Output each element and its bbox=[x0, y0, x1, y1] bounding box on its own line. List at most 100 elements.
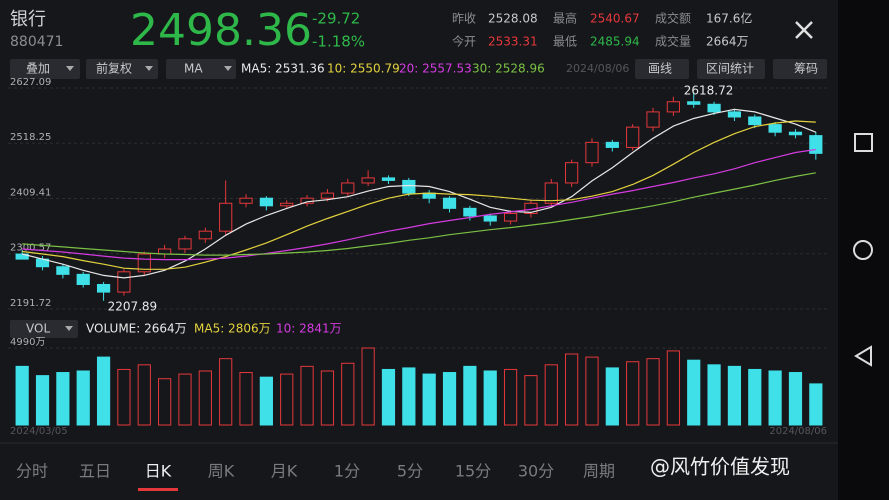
volume-bar bbox=[707, 364, 721, 426]
stat-value: 2533.31 bbox=[488, 35, 538, 49]
volume-bar bbox=[646, 358, 660, 426]
candle-body bbox=[666, 101, 680, 113]
indicator-dropdown[interactable] bbox=[166, 59, 236, 79]
overlay: 叠加 bbox=[26, 62, 50, 76]
stat-label: 成交额 bbox=[655, 11, 691, 26]
y-tick-label: 4990万 bbox=[10, 337, 45, 348]
candle-body bbox=[626, 126, 640, 148]
range-button[interactable] bbox=[697, 59, 765, 79]
candle-body bbox=[748, 116, 762, 126]
y-tick-label: 2409.41 bbox=[10, 187, 51, 198]
volume-bar bbox=[442, 372, 457, 426]
adjust-dropdown[interactable] bbox=[86, 59, 158, 79]
x-start-label: 2024/03/05 bbox=[10, 426, 68, 437]
volume-bar bbox=[463, 365, 477, 426]
ma-line bbox=[22, 108, 817, 279]
overlay-dropdown[interactable] bbox=[10, 59, 80, 79]
volume-bar bbox=[239, 372, 253, 426]
vol-indicator: VOL bbox=[26, 322, 50, 336]
ma10-legend: 10: 2550.79 bbox=[327, 62, 400, 76]
tab[interactable]: 5分 bbox=[397, 462, 423, 481]
y-tick-label: 2627.09 bbox=[10, 77, 51, 88]
stat-value: 2540.67 bbox=[590, 12, 640, 26]
tab[interactable]: 1分 bbox=[334, 462, 360, 481]
close-button[interactable] bbox=[795, 21, 813, 39]
nav-bar bbox=[838, 0, 889, 500]
volume-bar bbox=[56, 372, 70, 426]
volume-bar bbox=[76, 370, 90, 426]
date: 2024/08/06 bbox=[566, 62, 629, 75]
volume-bar bbox=[300, 365, 314, 426]
candle-body bbox=[320, 192, 335, 199]
y-tick-label: 2518.25 bbox=[10, 132, 51, 143]
candle-body bbox=[96, 283, 111, 293]
candle-body bbox=[219, 202, 233, 232]
candle-body bbox=[300, 197, 314, 204]
volume-bar bbox=[341, 362, 355, 426]
volume-bar bbox=[280, 373, 294, 426]
range: 区间统计 bbox=[706, 62, 754, 76]
volume-bar bbox=[524, 375, 538, 426]
candle-body bbox=[768, 124, 782, 133]
price: 2498.36 bbox=[130, 5, 312, 56]
volume-bar bbox=[259, 376, 273, 426]
y-tick-label: 2191.72 bbox=[10, 298, 51, 309]
high-annotation: 2618.72 bbox=[684, 84, 734, 98]
stat-label: 最低 bbox=[553, 35, 577, 49]
draw-button[interactable] bbox=[635, 59, 689, 79]
candle-body bbox=[788, 131, 803, 136]
candle-body bbox=[15, 253, 29, 260]
stat-label: 最高 bbox=[553, 11, 577, 26]
volume-bar bbox=[137, 364, 151, 426]
recent-apps[interactable] bbox=[854, 133, 873, 152]
tab[interactable]: 分时 bbox=[16, 462, 48, 481]
tab[interactable]: 30分 bbox=[518, 462, 554, 481]
volume-bar bbox=[402, 367, 416, 426]
volume-bar bbox=[544, 364, 558, 426]
candle-body bbox=[361, 177, 375, 184]
tab[interactable]: 周K bbox=[208, 462, 235, 481]
indicator: MA bbox=[184, 62, 203, 76]
volume-bar bbox=[361, 347, 375, 426]
back[interactable] bbox=[854, 345, 872, 367]
adjust: 前复权 bbox=[96, 61, 132, 76]
tab[interactable]: 15分 bbox=[455, 462, 491, 481]
change: -29.72 bbox=[312, 10, 360, 28]
candle-body bbox=[117, 271, 131, 293]
candle-body bbox=[483, 215, 497, 222]
volume-bar bbox=[748, 368, 762, 426]
tab[interactable]: 五日 bbox=[79, 462, 111, 481]
low-annotation: 2207.89 bbox=[108, 299, 158, 313]
stock-code: 880471 bbox=[10, 34, 63, 50]
volume-bar bbox=[809, 383, 823, 426]
home[interactable] bbox=[853, 240, 873, 260]
chips-button[interactable] bbox=[773, 59, 827, 79]
ma5-legend: MA5: 2531.36 bbox=[241, 62, 325, 76]
vol-ma5-legend: MA5: 2806万 bbox=[194, 322, 271, 336]
volume-bar bbox=[503, 368, 518, 426]
candle-body bbox=[442, 197, 457, 209]
vol-dropdown[interactable] bbox=[10, 320, 78, 338]
stat-value: 167.6亿 bbox=[706, 11, 752, 26]
draw: 画线 bbox=[648, 62, 672, 76]
stat-label: 今开 bbox=[452, 34, 476, 49]
tab[interactable]: 日K bbox=[145, 462, 172, 481]
x-end-label: 2024/08/06 bbox=[769, 426, 827, 437]
volume-bar bbox=[117, 368, 131, 426]
volume-bar bbox=[788, 372, 803, 426]
tab-indicator bbox=[138, 488, 178, 491]
ma-line bbox=[22, 120, 816, 270]
candle-body bbox=[585, 141, 599, 164]
candle-body bbox=[280, 202, 294, 207]
candle-body bbox=[605, 141, 619, 148]
volume-bar bbox=[483, 370, 497, 426]
candle-body bbox=[341, 182, 355, 194]
tab[interactable]: 月K bbox=[271, 462, 298, 481]
candle-body bbox=[687, 101, 701, 105]
candle-body bbox=[76, 273, 90, 285]
tab[interactable]: 周期 bbox=[583, 462, 615, 481]
volume-legend: VOLUME: 2664万 bbox=[86, 322, 187, 336]
volume-bar bbox=[687, 359, 701, 426]
volume-bar bbox=[178, 373, 192, 426]
candle-body bbox=[178, 238, 192, 250]
